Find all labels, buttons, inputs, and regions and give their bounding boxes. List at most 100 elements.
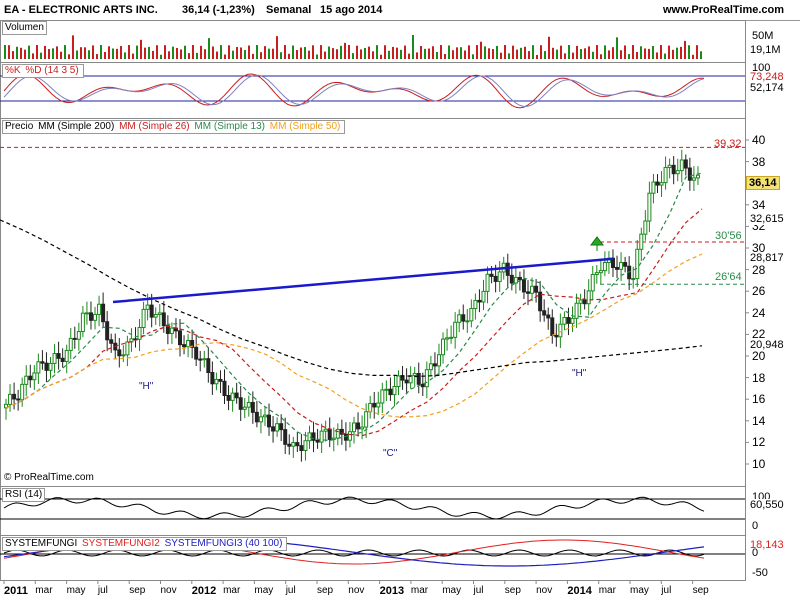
volume-bar bbox=[296, 50, 298, 59]
volume-bar bbox=[96, 54, 98, 59]
price-axis-tick: 34 bbox=[752, 197, 766, 212]
x-axis-label: nov bbox=[160, 585, 177, 596]
x-axis-label: sep bbox=[692, 585, 709, 596]
rsi-axis-0: 0 bbox=[752, 520, 759, 532]
level-top-label: 39,32 bbox=[714, 138, 742, 150]
price-candle-body bbox=[534, 285, 539, 293]
price-candle-body bbox=[182, 344, 187, 348]
price-candle-body bbox=[145, 304, 150, 310]
volume-bar bbox=[636, 51, 638, 59]
volume-bar bbox=[228, 45, 230, 59]
price-candle-body bbox=[295, 442, 300, 447]
ma26-current-value: 32,615 bbox=[748, 213, 786, 225]
volume-bar bbox=[20, 47, 22, 59]
price-candle-body bbox=[679, 159, 684, 172]
price-candle-body bbox=[691, 177, 696, 181]
price-candle-body bbox=[493, 275, 498, 282]
price-candle-body bbox=[364, 411, 369, 428]
volume-bar bbox=[224, 54, 226, 59]
x-axis-label: 2012 bbox=[191, 585, 217, 597]
volume-bar bbox=[624, 45, 626, 59]
volume-bar bbox=[632, 45, 634, 59]
volume-bar bbox=[44, 45, 46, 59]
volume-bar bbox=[212, 46, 214, 59]
volume-bar bbox=[676, 47, 678, 59]
price-candle-body bbox=[550, 317, 555, 336]
volume-bar bbox=[236, 47, 238, 59]
price-candle-body bbox=[635, 248, 640, 280]
volume-bar bbox=[208, 38, 210, 59]
volume-bar bbox=[356, 45, 358, 59]
volume-bar bbox=[680, 46, 682, 59]
price-candle-body bbox=[303, 440, 308, 451]
price-candle-body bbox=[449, 336, 454, 339]
price-axis-tick: 26 bbox=[752, 284, 766, 299]
ma200-current-value: 20,948 bbox=[748, 339, 786, 351]
volume-bar bbox=[688, 45, 690, 59]
price-candle-body bbox=[52, 353, 57, 364]
volume-bar bbox=[584, 48, 586, 59]
volume-bar bbox=[108, 46, 110, 59]
volume-bar bbox=[152, 50, 154, 59]
price-candle-body bbox=[271, 426, 276, 432]
volume-bar bbox=[320, 45, 322, 59]
volume-bar bbox=[12, 51, 14, 59]
price-candle-body bbox=[384, 388, 389, 391]
sf1-label: SYSTEMFUNGI bbox=[5, 538, 78, 549]
price-axis-tick: 18 bbox=[752, 370, 766, 385]
price-candle-body bbox=[347, 431, 352, 441]
price-candle-body bbox=[352, 422, 356, 433]
volume-bar bbox=[464, 50, 466, 59]
price-candle-body bbox=[651, 181, 656, 194]
price-candle-body bbox=[505, 262, 510, 276]
price-candle-body bbox=[396, 375, 401, 387]
price-candle-body bbox=[562, 317, 567, 325]
price-candle-body bbox=[683, 159, 688, 169]
volume-bar bbox=[244, 50, 246, 59]
volume-bar bbox=[648, 48, 650, 59]
volume-bar bbox=[180, 49, 182, 59]
ma200-line bbox=[0, 219, 703, 378]
sf-current-value: 18,143 bbox=[748, 539, 786, 551]
volume-bar bbox=[136, 45, 138, 59]
volume-bar bbox=[544, 51, 546, 59]
ma13-line bbox=[5, 172, 703, 442]
volume-bar bbox=[128, 45, 130, 59]
volume-bar bbox=[468, 45, 470, 59]
volume-bar bbox=[104, 51, 106, 59]
volume-bar bbox=[284, 45, 286, 59]
price-candle-body bbox=[477, 299, 482, 303]
volume-bar bbox=[220, 45, 222, 59]
sf-axis-minus50: -50 bbox=[752, 567, 768, 579]
volume-bar bbox=[424, 48, 426, 59]
price-candle-body bbox=[20, 383, 25, 401]
price-candle-body bbox=[517, 276, 522, 281]
volume-bar bbox=[616, 37, 618, 59]
volume-bar bbox=[76, 50, 78, 59]
price-candle-body bbox=[56, 353, 61, 359]
volume-bar bbox=[68, 54, 70, 59]
volume-bar bbox=[436, 51, 438, 59]
volume-bar bbox=[176, 47, 178, 59]
volume-bar bbox=[592, 51, 594, 59]
price-candle-body bbox=[546, 314, 551, 319]
price-candle-body bbox=[12, 393, 17, 400]
volume-bar bbox=[596, 45, 598, 59]
volume-bar bbox=[140, 39, 142, 59]
period-label: Semanal bbox=[266, 4, 312, 16]
price-candle-body bbox=[206, 358, 211, 374]
volume-bar bbox=[416, 52, 418, 59]
price-candle-body bbox=[153, 314, 158, 318]
rsi-label: RSI (14) bbox=[2, 488, 46, 502]
volume-bar bbox=[352, 53, 354, 59]
volume-bar bbox=[652, 46, 654, 59]
volume-bar bbox=[440, 45, 442, 59]
price-candle-body bbox=[267, 414, 272, 428]
sf-axis-0: 0 bbox=[752, 547, 759, 559]
volume-bar bbox=[368, 46, 370, 59]
volume-bar bbox=[276, 36, 278, 59]
price-candle-body bbox=[72, 337, 77, 340]
volume-bar bbox=[316, 54, 318, 59]
price-candle-body bbox=[671, 164, 676, 175]
price-candle-body bbox=[287, 443, 292, 447]
